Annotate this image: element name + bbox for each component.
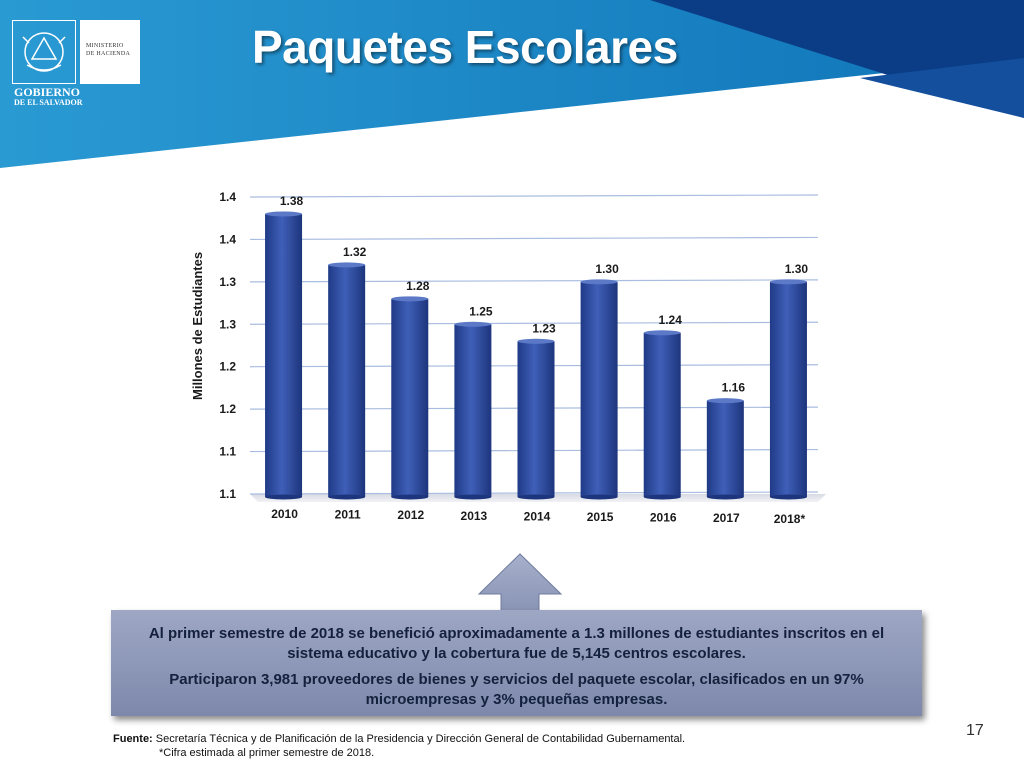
ministry-logo: MINISTERIO DE HACIENDA: [80, 20, 140, 84]
bar: [391, 298, 429, 497]
bar-top: [265, 211, 303, 217]
data-label: 1.30: [595, 262, 619, 276]
page-number: 17: [966, 722, 984, 739]
header-banner: [0, 0, 1024, 168]
bar-group: [454, 321, 492, 500]
data-label: 1.25: [469, 304, 493, 318]
bar-top: [580, 279, 618, 285]
bar-base: [580, 494, 618, 500]
bar-top: [328, 262, 366, 268]
bar-top: [769, 279, 807, 285]
bar-base: [454, 494, 492, 500]
bar-base: [706, 494, 744, 500]
source-line: Fuente: Secretaría Técnica y de Planific…: [113, 732, 685, 746]
data-label: 1.32: [343, 245, 367, 259]
slide-title: Paquetes Escolares: [252, 21, 678, 73]
data-label: 1.24: [659, 313, 683, 327]
bar-top: [643, 330, 681, 336]
summary-paragraph-1: Al primer semestre de 2018 se benefició …: [148, 625, 885, 662]
data-label: 1.16: [722, 381, 746, 395]
bar: [517, 341, 555, 497]
bar-group: [769, 279, 807, 500]
x-tick-label: 2010: [271, 507, 298, 521]
bar-group: [706, 398, 744, 500]
bar-group: [391, 296, 429, 500]
bar-top: [391, 296, 429, 302]
bar-top: [706, 398, 744, 404]
summary-box: Al primer semestre de 2018 se benefició …: [111, 610, 922, 716]
bar: [265, 213, 303, 497]
bar-base: [391, 494, 429, 500]
ministry-line2: DE HACIENDA: [86, 51, 131, 57]
y-tick-label: 1.4: [219, 190, 236, 204]
data-label: 1.38: [280, 194, 304, 208]
bar-base: [517, 494, 555, 500]
gov-line2: DE EL SALVADOR: [14, 98, 83, 107]
bar: [454, 324, 492, 497]
bar-base: [643, 494, 681, 500]
y-tick-label: 1.2: [219, 402, 236, 416]
bar-top: [454, 321, 492, 327]
bar-group: [580, 279, 618, 500]
government-wordmark: GOBIERNO DE EL SALVADOR: [14, 86, 82, 107]
x-tick-label: 2015: [587, 510, 614, 524]
gov-line1: GOBIERNO: [14, 85, 81, 99]
x-tick-label: 2013: [461, 509, 488, 523]
source-footer: Fuente: Secretaría Técnica y de Planific…: [113, 732, 685, 760]
government-logo: MINISTERIO DE HACIENDA: [12, 20, 140, 84]
footnote: *Cifra estimada al primer semestre de 20…: [159, 747, 375, 759]
bar: [769, 281, 807, 497]
y-axis-label: Millones de Estudiantes: [190, 251, 205, 400]
y-tick-label: 1.4: [219, 232, 236, 246]
data-label: 1.30: [785, 262, 809, 276]
x-tick-label: 2018*: [774, 512, 806, 526]
coat-of-arms-icon: [12, 20, 76, 84]
x-tick-label: 2012: [397, 508, 424, 522]
x-tick-label: 2014: [524, 509, 551, 523]
ministry-line1: MINISTERIO: [86, 43, 124, 49]
bar-group: [643, 330, 681, 500]
data-label: 1.23: [532, 321, 556, 335]
bar-group: [328, 262, 366, 500]
bar-top: [517, 338, 555, 344]
x-tick-label: 2017: [713, 511, 740, 525]
y-tick-label: 1.1: [219, 487, 236, 501]
y-tick-label: 1.3: [219, 317, 236, 331]
source-text: Secretaría Técnica y de Planificación de…: [155, 733, 686, 745]
y-tick-label: 1.1: [219, 445, 236, 459]
source-label: Fuente:: [113, 733, 153, 745]
bar: [580, 281, 618, 497]
bar-base: [265, 494, 303, 500]
bar-base: [328, 494, 366, 500]
data-label: 1.28: [406, 279, 430, 293]
bar: [328, 264, 366, 497]
gridline: [249, 236, 819, 241]
y-tick-label: 1.3: [219, 275, 236, 289]
bar-group: [517, 338, 555, 500]
x-tick-label: 2016: [650, 511, 677, 525]
bar: [706, 400, 744, 497]
y-tick-label: 1.2: [219, 360, 236, 374]
summary-paragraph-2: Participaron 3,981 proveedores de bienes…: [169, 671, 864, 708]
bar-group: [265, 211, 303, 500]
gridline: [249, 194, 819, 198]
bar-chart: 1.1 1.1 1.2 1.2 1.3 1.3 1.4 1.4 1.38 2010 1.32 201…: [219, 190, 826, 526]
bar: [643, 332, 681, 497]
x-tick-label: 2011: [335, 508, 361, 522]
bar-base: [769, 494, 807, 500]
